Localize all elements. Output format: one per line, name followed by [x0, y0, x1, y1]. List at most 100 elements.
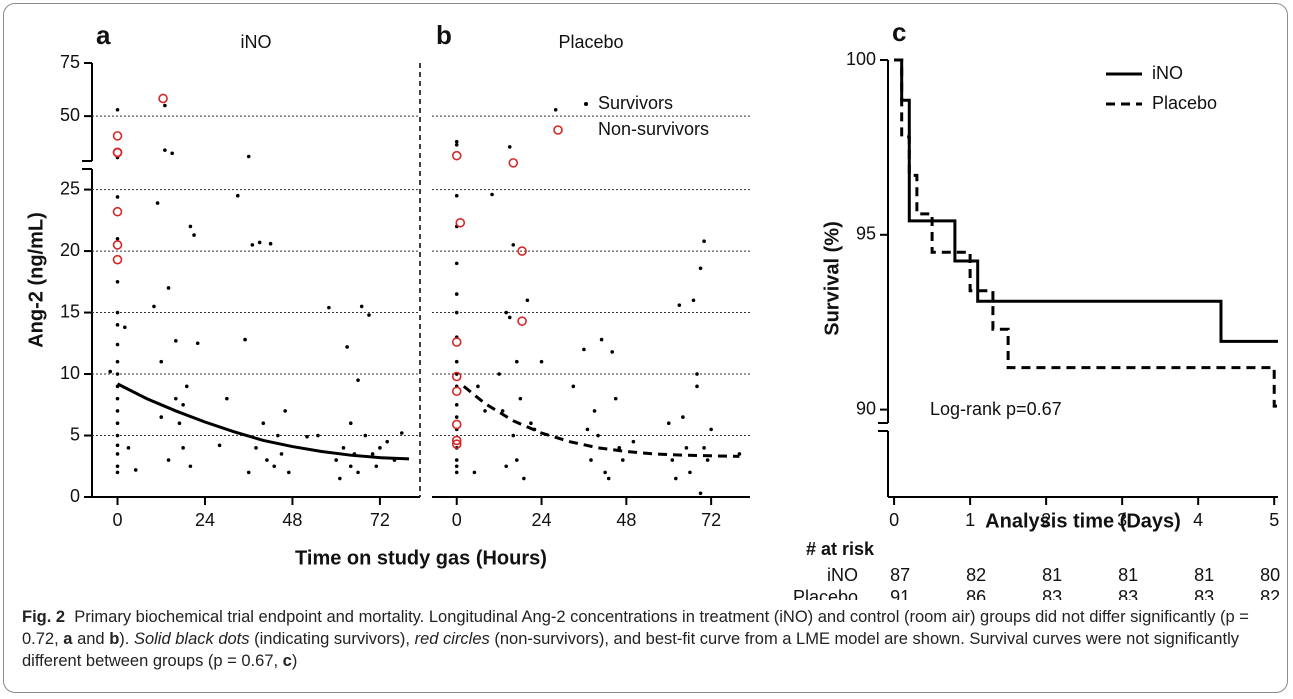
survivor-dot — [348, 421, 353, 426]
risk-count: 81 — [1118, 565, 1138, 585]
y-tick-label: 15 — [60, 301, 80, 321]
non-survivor-circle — [455, 217, 466, 228]
survivor-dot — [174, 396, 178, 401]
survivor-dot — [115, 470, 120, 475]
survivor-dot — [181, 446, 185, 450]
survivor-dot — [454, 464, 459, 469]
survivor-dot — [115, 195, 120, 199]
survivor-dot — [504, 310, 509, 315]
survivor-dot — [476, 384, 480, 389]
risk-count: 83 — [1042, 587, 1062, 600]
survivor-dot — [666, 421, 671, 426]
survivor-dot — [133, 468, 138, 472]
caption-text: a — [63, 630, 73, 648]
survivor-dot — [254, 446, 258, 450]
survivor-dot — [702, 446, 706, 450]
y-axis-label: Survival (%) — [821, 221, 843, 335]
survivor-dot — [115, 236, 120, 241]
non-survivor-circle — [112, 131, 123, 141]
survivor-dot — [115, 409, 120, 413]
risk-row-label: iNO — [827, 565, 858, 585]
survivor-dot — [115, 107, 120, 112]
survivor-dot — [507, 145, 512, 149]
survivor-dot — [688, 470, 692, 475]
risk-count: 86 — [966, 587, 986, 600]
survivor-dot — [399, 431, 404, 435]
risk-count: 81 — [1042, 565, 1062, 585]
survivor-dot — [217, 443, 222, 448]
survivor-dot — [348, 464, 353, 469]
caption-text: ). — [119, 630, 134, 648]
panel-title: iNO — [241, 32, 272, 52]
non-survivor-circle — [451, 419, 462, 430]
survivor-dot — [166, 286, 171, 290]
legend-marker — [584, 102, 588, 106]
survivor-dot — [617, 446, 622, 450]
y-tick-label: 25 — [60, 178, 80, 198]
survivor-dot — [163, 103, 167, 108]
survivor-dot — [370, 452, 375, 456]
risk-row-label: Placebo — [793, 587, 858, 600]
survivor-dot — [483, 409, 487, 413]
survivor-dot — [359, 304, 364, 309]
non-survivor-circle — [517, 316, 527, 326]
risk-count: 83 — [1118, 587, 1138, 600]
survivor-dot — [599, 337, 604, 342]
survivor-dot — [166, 458, 171, 462]
x-tick-label: 3 — [1117, 510, 1127, 530]
survivor-dot — [268, 241, 273, 246]
survivor-dot — [529, 421, 533, 426]
survivor-dot — [596, 433, 600, 438]
survivor-dot — [695, 372, 699, 376]
survivor-dot — [115, 396, 120, 401]
y-tick-label: 100 — [846, 49, 876, 69]
survivor-dot — [257, 240, 262, 245]
survivor-dot — [582, 347, 586, 352]
non-survivor-circle — [112, 254, 123, 265]
survivor-dot — [610, 350, 614, 354]
survivor-dot — [454, 458, 459, 462]
survivor-dot — [500, 409, 505, 413]
y-tick-label: 5 — [70, 424, 80, 444]
survivor-dot — [454, 143, 459, 147]
survivor-dot — [737, 452, 742, 456]
survivor-dot — [235, 193, 240, 198]
survivor-dot — [681, 415, 685, 419]
survivor-dot — [691, 298, 696, 303]
survivor-dot — [152, 304, 156, 309]
survivor-dot — [316, 433, 320, 438]
survivor-dot — [553, 107, 558, 112]
survivor-dot — [589, 458, 593, 462]
legend-label: Placebo — [1152, 93, 1217, 113]
caption-text: Solid black dots — [133, 630, 250, 648]
survivor-dot — [115, 359, 120, 364]
survivor-dot — [454, 292, 459, 296]
survivor-dot — [525, 298, 530, 303]
panel-label: a — [96, 20, 111, 50]
legend-label: iNO — [1152, 63, 1183, 83]
y-tick-label: 20 — [60, 240, 80, 260]
survivor-dot — [670, 458, 675, 462]
survivor-dot — [385, 439, 390, 444]
caption-text: c — [282, 652, 292, 670]
survivor-dot — [472, 470, 477, 475]
non-survivor-circle — [158, 93, 168, 104]
legend-label: Non-survivors — [598, 119, 709, 139]
x-axis-label: Time on study gas (Hours) — [295, 547, 547, 569]
x-axis-label: Analysis time (Days) — [985, 510, 1181, 532]
survivor-dot — [585, 427, 590, 432]
risk-count: 80 — [1260, 565, 1280, 585]
fit-curve — [462, 385, 740, 458]
survivor-dot — [631, 439, 636, 444]
survivor-dot — [367, 313, 371, 317]
legend-label: Survivors — [598, 93, 673, 113]
survivor-dot — [181, 402, 185, 407]
survivor-dot — [490, 192, 494, 197]
survivor-dot — [192, 233, 196, 237]
survivor-dot — [243, 337, 247, 342]
survivor-dot — [184, 384, 189, 389]
x-tick-label: 1 — [965, 510, 975, 530]
survivor-dot — [356, 470, 360, 475]
survivor-dot — [246, 154, 251, 159]
